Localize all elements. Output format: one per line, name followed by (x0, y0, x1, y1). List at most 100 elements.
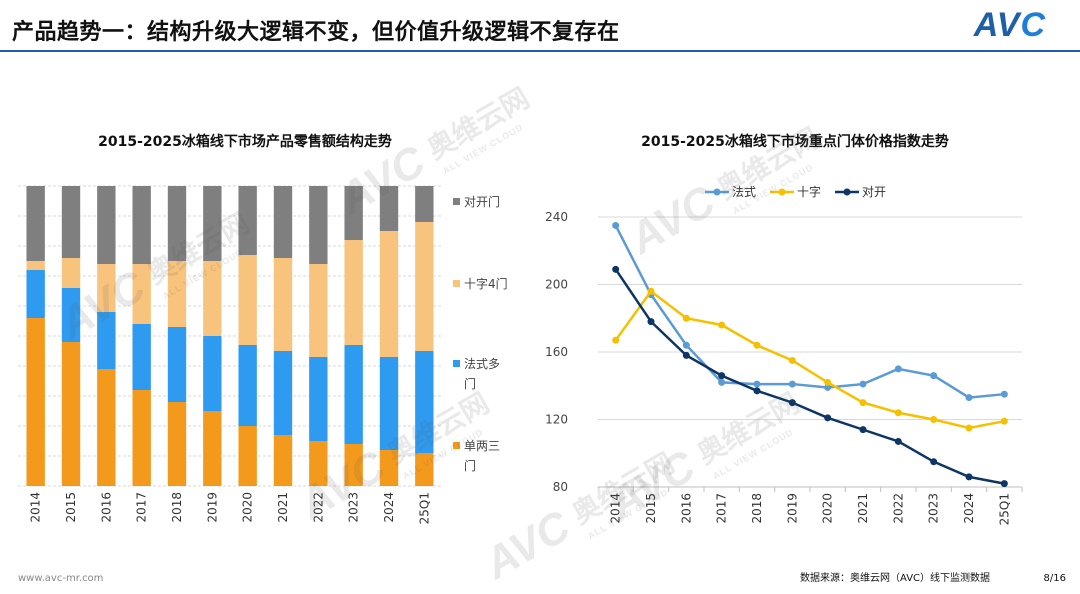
bar-segment (273, 351, 293, 435)
bar-segment (132, 390, 151, 486)
line-legend-label: 对开 (862, 185, 886, 199)
bar-x-tick-label: 2017 (135, 492, 149, 523)
bar-x-tick-label: 25Q1 (417, 492, 431, 524)
line-point (718, 321, 726, 329)
avc-logo: AVC (973, 6, 1046, 44)
page-number: 8/16 (1043, 573, 1066, 584)
bar-segment (238, 186, 257, 255)
line-point (965, 424, 973, 432)
stacked-bar-chart: 2015-2025冰箱线下市场产品零售额结构走势 2014 2015 2016 201… (18, 133, 508, 524)
line-point (930, 458, 938, 466)
bar-segment (203, 261, 222, 336)
line-x-tick-label: 2014 (609, 493, 623, 524)
bar-segment (309, 264, 328, 357)
line-legend-marker (713, 188, 721, 196)
line-series-path (614, 268, 1005, 485)
bar-legend-swatch (453, 442, 460, 449)
line-y-tick-label: 120 (545, 413, 568, 427)
header-divider (0, 50, 1080, 52)
bar-segment (26, 186, 45, 261)
bar-segment (238, 255, 257, 345)
bar-segment (273, 186, 293, 258)
bar-chart-title: 2015-2025冰箱线下市场产品零售额结构走势 (98, 133, 392, 150)
bar-x-tick-label: 2018 (170, 492, 184, 523)
bar-segment (167, 402, 187, 486)
bar-segment (415, 222, 434, 351)
line-point (1000, 480, 1008, 488)
line-point (753, 380, 761, 388)
bar-segment (415, 186, 434, 222)
line-y-tick-label: 240 (545, 210, 568, 224)
bar-segment (26, 318, 45, 486)
bar-x-tick-label: 2014 (29, 492, 43, 523)
line-x-tick-label: 2019 (785, 493, 799, 524)
line-x-tick-label: 2016 (679, 493, 693, 524)
bar-segment (309, 441, 328, 486)
line-legend-marker (778, 188, 786, 196)
bar-legend-label: 十字4门 (464, 276, 508, 291)
bar-segment (344, 444, 363, 486)
bar-segment (379, 231, 399, 357)
bar-segment (415, 351, 434, 453)
line-chart-title: 2015-2025冰箱线下市场重点门体价格指数走势 (641, 133, 949, 150)
bar-segment (61, 342, 81, 486)
line-x-tick-label: 2018 (750, 493, 764, 524)
line-point (647, 318, 655, 326)
line-point (718, 372, 726, 380)
line-legend-label: 法式 (732, 185, 756, 199)
line-point (894, 409, 902, 417)
bar-segment (61, 258, 81, 288)
bar-segment (203, 186, 222, 261)
bar-segment (309, 357, 328, 441)
line-point (930, 372, 938, 380)
bar-x-tick-label: 2024 (382, 492, 396, 523)
line-x-tick-label: 2024 (962, 493, 976, 524)
bar-x-tick-label: 2022 (311, 492, 325, 523)
line-point (788, 380, 796, 388)
line-point (965, 473, 973, 481)
line-point (859, 426, 867, 434)
bar-segment (203, 411, 222, 486)
bar-segment (61, 288, 81, 342)
line-point (612, 221, 620, 229)
bar-legend-swatch (453, 360, 460, 367)
line-point (859, 399, 867, 407)
bar-segment (273, 435, 293, 486)
bar-segment (97, 186, 116, 264)
bar-legend-label: 单两三 (464, 439, 500, 453)
bar-segment (415, 453, 434, 486)
line-x-tick-label: 2021 (856, 493, 870, 524)
bar-segment (167, 186, 187, 261)
bar-segment (132, 186, 151, 264)
website-url[interactable]: www.avc-mr.com (18, 573, 104, 584)
bar-segment (203, 336, 222, 411)
bar-x-tick-label: 2021 (276, 492, 290, 523)
bar-segment (379, 450, 399, 486)
bar-x-tick-label: 2015 (64, 492, 78, 523)
line-legend-label: 十字 (797, 184, 821, 199)
page-title: 产品趋势一：结构升级大逻辑不变，但价值升级逻辑不复存在 (12, 20, 620, 45)
bar-segment (167, 327, 187, 402)
bar-segment (379, 186, 399, 231)
line-series-path (614, 289, 1005, 430)
line-point (788, 399, 796, 407)
bar-segment (26, 261, 45, 270)
bar-x-tick-label: 2016 (99, 492, 113, 523)
line-point (930, 416, 938, 423)
bar-segment (132, 324, 151, 390)
line-point (824, 383, 832, 391)
line-point (682, 351, 690, 359)
bar-legend-label: 法式多 (464, 357, 500, 371)
bar-legend-label: 对开门 (464, 194, 500, 209)
line-chart: 2015-2025冰箱线下市场重点门体价格指数走势 法式 十字 对开 80 120 16… (545, 133, 1023, 525)
bar-segment (26, 270, 45, 318)
bar-legend-label: 门 (464, 458, 476, 473)
bar-segment (344, 186, 363, 240)
line-x-tick-label: 2023 (927, 493, 941, 524)
line-x-tick-label: 2020 (821, 493, 835, 524)
line-legend-marker (843, 188, 851, 196)
line-y-tick-label: 160 (545, 345, 568, 359)
bar-segment (97, 264, 116, 312)
line-y-tick-label: 200 (545, 278, 568, 292)
bar-segment (344, 345, 363, 444)
